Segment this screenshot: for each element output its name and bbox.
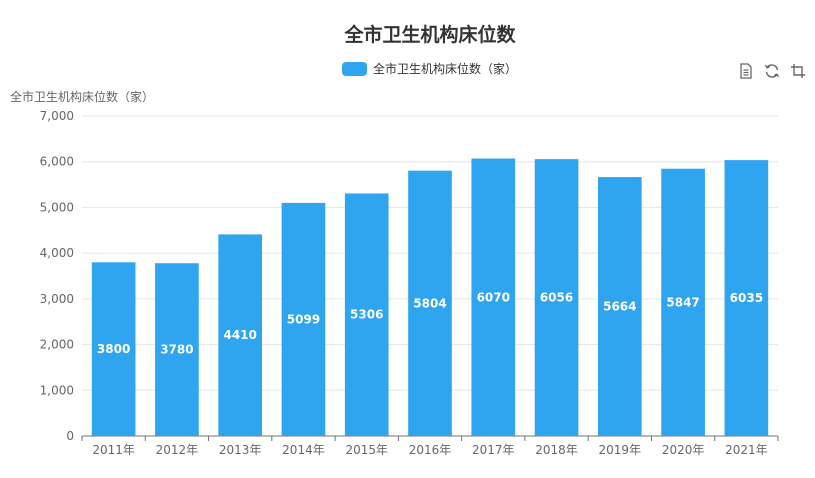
x-tick-label: 2016年 [409, 443, 452, 457]
data-label: 6070 [477, 290, 510, 304]
data-label: 5804 [413, 296, 446, 310]
data-label: 5306 [350, 308, 383, 322]
y-tick-label: 3,000 [40, 292, 74, 306]
y-tick-label: 2,000 [40, 338, 74, 352]
toolbox [737, 62, 807, 80]
save-image-icon[interactable] [789, 62, 807, 80]
x-tick-label: 2012年 [156, 443, 199, 457]
y-tick-label: 1,000 [40, 383, 74, 397]
bar [408, 170, 452, 436]
data-label: 5847 [666, 295, 699, 309]
bar [471, 158, 516, 436]
y-tick-label: 7,000 [40, 109, 74, 123]
data-label: 6035 [730, 291, 763, 305]
data-label: 6056 [540, 291, 573, 305]
bar [724, 160, 769, 436]
bar [597, 177, 642, 436]
y-tick-label: 5,000 [40, 200, 74, 214]
data-view-icon[interactable] [737, 62, 755, 80]
data-label: 4410 [223, 328, 256, 342]
bar [218, 234, 263, 436]
bar [534, 159, 579, 436]
x-tick-label: 2020年 [662, 443, 705, 457]
y-axis-label: 全市卫生机构床位数（家） [10, 90, 155, 104]
chart-title: 全市卫生机构床位数 [344, 24, 516, 46]
bar [661, 168, 705, 437]
data-label: 3780 [160, 343, 193, 357]
bar [281, 202, 326, 436]
x-tick-label: 2021年 [725, 443, 768, 457]
legend-label: 全市卫生机构床位数（家） [373, 62, 518, 76]
y-tick-label: 4,000 [40, 246, 74, 260]
y-tick-label: 0 [66, 429, 74, 443]
data-label: 5664 [603, 300, 636, 314]
data-label: 3800 [97, 342, 130, 356]
bar [155, 263, 199, 436]
x-tick-label: 2017年 [472, 443, 515, 457]
bar [344, 193, 389, 436]
x-tick-label: 2019年 [599, 443, 642, 457]
x-tick-label: 2011年 [92, 443, 135, 457]
bar [91, 262, 136, 436]
x-tick-label: 2013年 [219, 443, 262, 457]
x-tick-label: 2014年 [282, 443, 325, 457]
restore-icon[interactable] [763, 62, 781, 80]
legend-swatch [342, 61, 367, 76]
legend[interactable]: 全市卫生机构床位数（家） [342, 60, 517, 77]
y-tick-label: 6,000 [40, 155, 74, 169]
data-label: 5099 [287, 312, 320, 326]
x-tick-label: 2018年 [535, 443, 578, 457]
x-tick-label: 2015年 [345, 443, 388, 457]
